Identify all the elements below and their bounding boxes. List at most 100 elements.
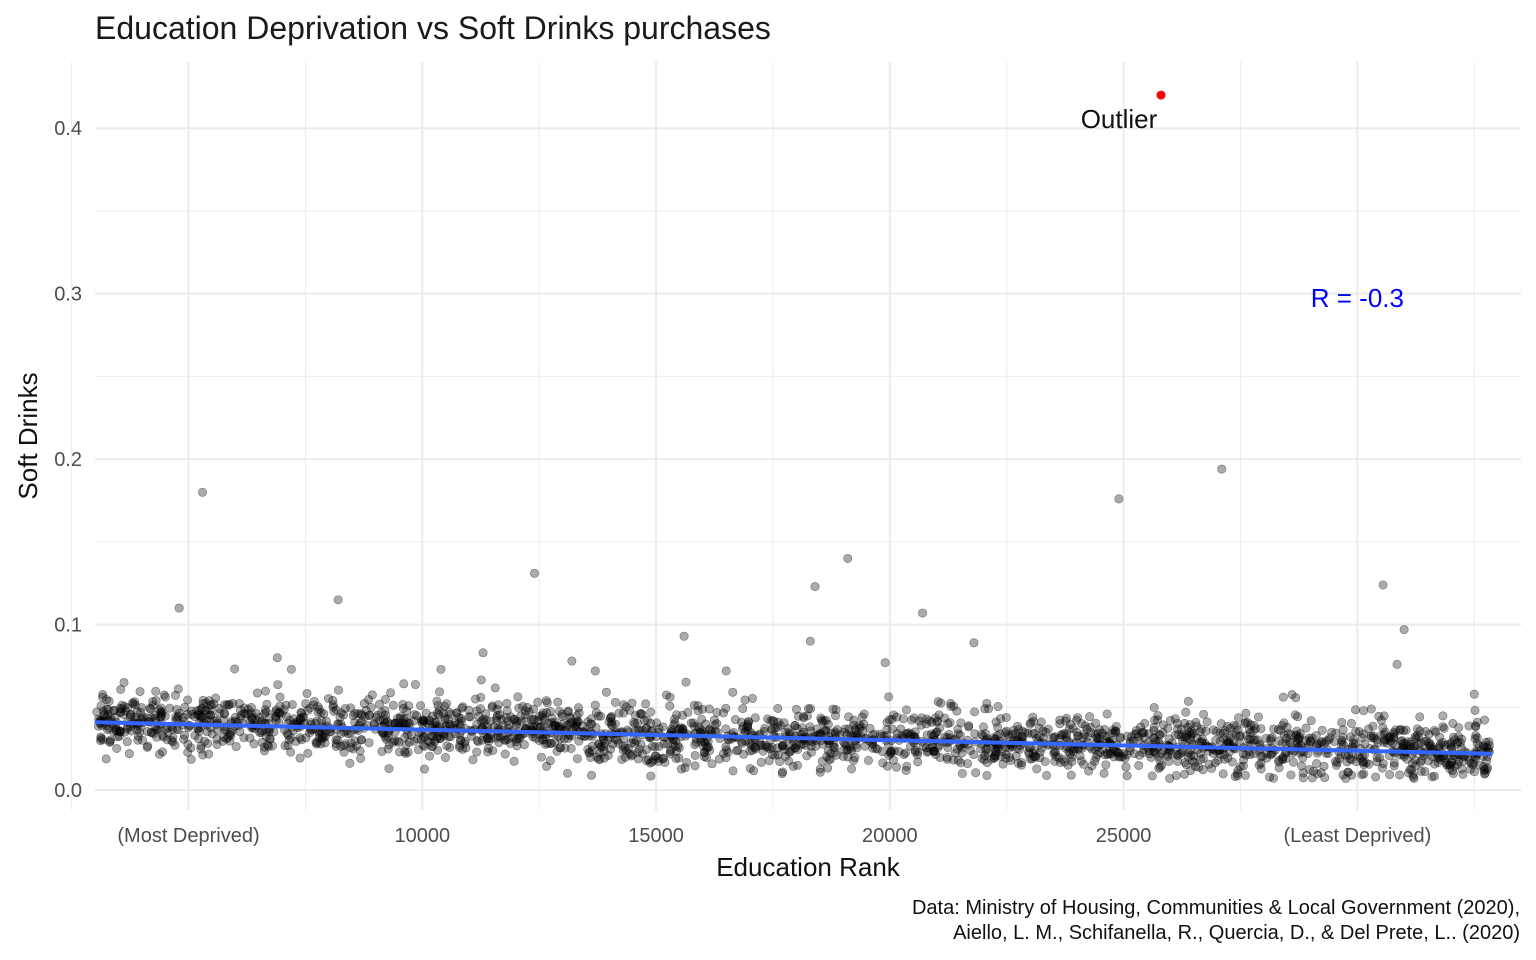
data-point (907, 715, 917, 725)
data-point (1137, 728, 1147, 738)
data-point (737, 724, 747, 734)
data-point (309, 696, 319, 706)
data-point (348, 711, 358, 721)
data-point (1320, 773, 1330, 783)
data-point (859, 709, 869, 719)
data-point (1025, 719, 1035, 729)
data-point (935, 752, 945, 762)
data-point (1308, 766, 1318, 776)
data-point (793, 744, 803, 754)
data-point (222, 700, 232, 710)
data-point (1395, 770, 1405, 780)
data-point (987, 754, 997, 764)
data-point (700, 738, 710, 748)
data-point (1292, 726, 1302, 736)
data-point (111, 726, 121, 736)
data-point (205, 700, 215, 710)
data-point (1416, 756, 1426, 766)
data-point (767, 743, 777, 753)
data-point (1183, 722, 1193, 732)
data-point (849, 755, 859, 765)
data-point (1091, 729, 1101, 739)
data-point (1013, 758, 1023, 768)
data-point (452, 708, 462, 718)
data-point (168, 737, 178, 747)
data-point (1319, 761, 1329, 771)
data-point (1216, 719, 1226, 729)
data-point (914, 716, 924, 726)
data-point (574, 736, 584, 746)
data-point (1114, 748, 1124, 758)
data-point (1429, 725, 1439, 735)
data-point (892, 762, 902, 772)
data-point (328, 700, 338, 710)
data-point (435, 734, 445, 744)
y-tick-label: 0.2 (54, 449, 82, 471)
data-point (700, 747, 710, 757)
data-point (1435, 732, 1445, 742)
data-point (587, 746, 597, 756)
data-point (133, 731, 143, 741)
data-point (511, 720, 521, 730)
data-point (528, 715, 538, 725)
data-point (943, 719, 953, 729)
data-point (104, 696, 114, 706)
data-point (780, 744, 790, 754)
data-point (743, 719, 753, 729)
data-point (1182, 733, 1192, 743)
data-point (1317, 725, 1327, 735)
data-point (537, 710, 547, 720)
data-point (1011, 751, 1021, 761)
data-point (383, 744, 393, 754)
data-point (149, 728, 159, 738)
data-point (587, 770, 597, 780)
data-point (433, 745, 443, 755)
data-point (1155, 755, 1165, 765)
data-point (1119, 748, 1129, 758)
data-point (491, 733, 501, 743)
data-point (1407, 764, 1417, 774)
data-point (1222, 735, 1232, 745)
data-point (1068, 746, 1078, 756)
data-point (1405, 739, 1415, 749)
data-point (1190, 757, 1200, 767)
data-point (944, 729, 954, 739)
data-point (1446, 738, 1456, 748)
data-point (901, 765, 911, 775)
data-point (1407, 758, 1417, 768)
data-point (917, 713, 927, 723)
data-point (542, 761, 552, 771)
data-point (806, 747, 816, 757)
data-point (1443, 760, 1453, 770)
data-point (831, 711, 841, 721)
data-point (538, 712, 548, 722)
data-point (884, 692, 894, 702)
data-point (1148, 733, 1158, 743)
data-point (892, 729, 902, 739)
outlier-point (1156, 90, 1166, 100)
data-point (346, 738, 356, 748)
data-point (272, 653, 282, 663)
data-point (831, 705, 841, 715)
data-point (1011, 729, 1021, 739)
data-point (1427, 772, 1437, 782)
data-point (421, 708, 431, 718)
data-point (553, 697, 563, 707)
data-point (1457, 734, 1467, 744)
data-point (841, 740, 851, 750)
data-point (1235, 732, 1245, 742)
data-point (146, 704, 156, 714)
data-point (554, 706, 564, 716)
data-point (765, 744, 775, 754)
data-point (158, 732, 168, 742)
data-point (1349, 738, 1359, 748)
data-point (932, 727, 942, 737)
data-point (1420, 737, 1430, 747)
data-point (665, 692, 675, 702)
data-point (1338, 770, 1348, 780)
data-point (552, 746, 562, 756)
data-point (1186, 750, 1196, 760)
data-point (375, 716, 385, 726)
data-point (1222, 721, 1232, 731)
data-point (625, 705, 635, 715)
